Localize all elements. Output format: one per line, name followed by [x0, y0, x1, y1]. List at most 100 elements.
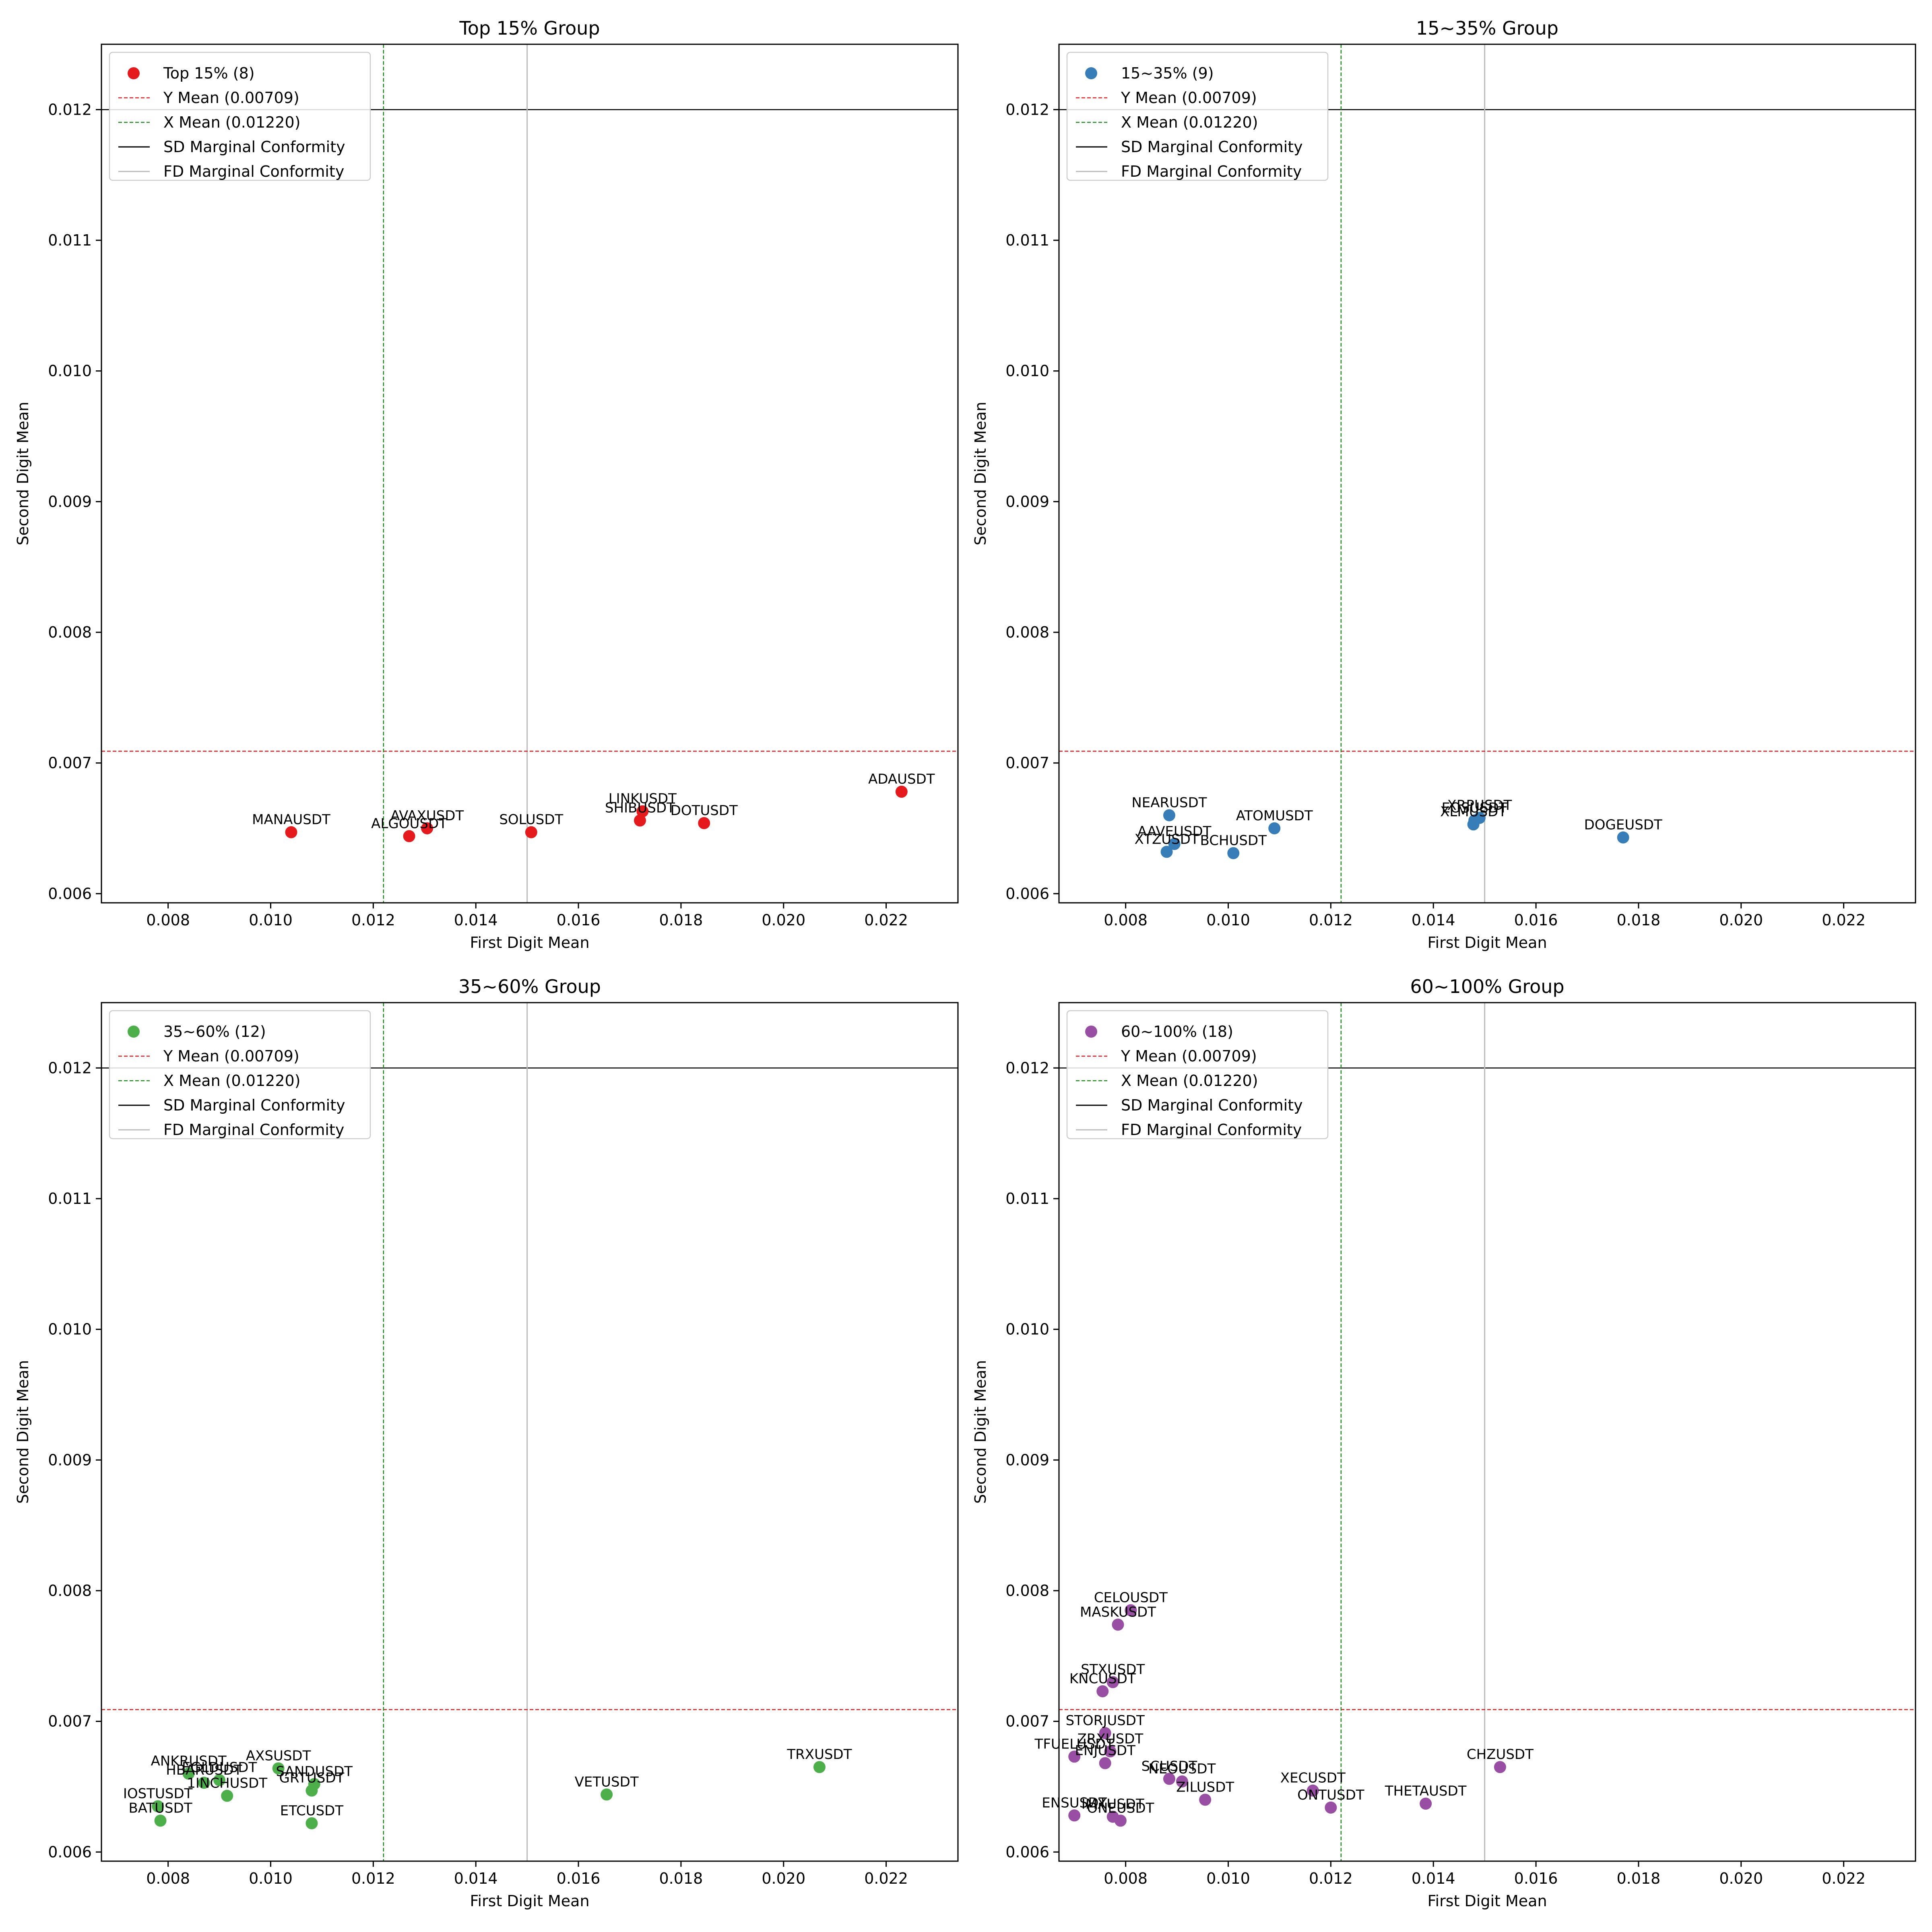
- data-point: [1227, 847, 1240, 859]
- x-tick-label: 0.016: [557, 1870, 601, 1887]
- data-point: [1163, 1773, 1175, 1785]
- x-tick-label: 0.016: [1514, 1870, 1558, 1887]
- x-tick-label: 0.010: [249, 911, 293, 929]
- legend-entry-label: Y Mean (0.00709): [1121, 1047, 1257, 1065]
- x-tick-label: 0.016: [1514, 911, 1558, 929]
- y-tick-label: 0.008: [1005, 623, 1049, 641]
- legend-entry-label: Top 15% (8): [163, 64, 255, 82]
- subplot-title: 35~60% Group: [458, 976, 601, 997]
- x-tick-label: 0.010: [249, 1870, 293, 1887]
- y-axis-label: Second Digit Mean: [972, 1360, 989, 1504]
- data-point: [308, 1778, 320, 1790]
- x-tick-label: 0.018: [659, 911, 703, 929]
- data-point: [1106, 1676, 1119, 1688]
- point-label: KNCUSDT: [1069, 1671, 1136, 1687]
- legend-box: [1066, 52, 1329, 181]
- data-point: [813, 1761, 826, 1773]
- data-point: [213, 1774, 226, 1786]
- x-tick-label: 0.020: [762, 1870, 805, 1887]
- data-point: [182, 1767, 195, 1780]
- point-label: TFUELUSDT: [1034, 1736, 1115, 1752]
- axes-frame: [101, 1002, 959, 1862]
- point-label: AVAXUSDT: [390, 808, 464, 824]
- legend-box: [1066, 1010, 1329, 1139]
- legend-entry-label: 35~60% (12): [163, 1023, 266, 1040]
- point-label: CELOUSDT: [1094, 1590, 1168, 1606]
- x-tick-label: 0.020: [1719, 1870, 1763, 1887]
- point-label: SCUSDT: [1141, 1758, 1197, 1774]
- y-tick-label: 0.012: [1005, 101, 1049, 118]
- data-point: [305, 1817, 318, 1829]
- point-label: ZRXUSDT: [1077, 1731, 1144, 1747]
- scatter-points: [152, 1761, 826, 1829]
- legend-entry-label: 15~35% (9): [1121, 64, 1214, 82]
- y-tick-label: 0.006: [48, 885, 92, 902]
- y-axis-label: Second Digit Mean: [14, 1360, 32, 1504]
- y-tick-label: 0.006: [48, 1843, 92, 1861]
- legend-marker: [1085, 67, 1097, 79]
- x-tick-label: 0.008: [1104, 911, 1148, 929]
- legend-box: [109, 52, 371, 181]
- data-point: [1467, 818, 1480, 831]
- point-label: DOGEUSDT: [1584, 817, 1662, 833]
- y-tick-label: 0.007: [1005, 754, 1049, 772]
- point-label: DOTUSDT: [671, 803, 738, 819]
- x-tick-label: 0.022: [1822, 911, 1866, 929]
- data-point: [636, 805, 649, 817]
- x-tick-label: 0.008: [146, 911, 190, 929]
- x-tick-label: 0.008: [1104, 1870, 1148, 1887]
- point-label: IOSTUSDT: [123, 1786, 193, 1802]
- legend: Top 15% (8) Y Mean (0.00709) X Mean (0.012…: [109, 52, 371, 181]
- x-axis: 0.008 0.010 0.012 0.014 0.016 0.018 0.020 0.022…: [146, 903, 908, 952]
- scatter-points: [285, 786, 908, 842]
- y-tick-label: 0.006: [1005, 885, 1049, 902]
- point-label: ALGOUSDT: [371, 815, 447, 832]
- y-tick-label: 0.007: [1005, 1713, 1049, 1730]
- data-point: [698, 817, 710, 829]
- point-label: NEARUSDT: [1131, 795, 1207, 811]
- x-axis: 0.008 0.010 0.012 0.014 0.016 0.018 0.020 0.022…: [1104, 903, 1866, 952]
- y-axis: 0.006 0.007 0.008 0.009 0.010 0.011 0.012 Secon…: [14, 1059, 101, 1861]
- x-tick-label: 0.018: [1617, 911, 1661, 929]
- data-point: [1617, 831, 1629, 844]
- y-axis-label: Second Digit Mean: [972, 402, 989, 545]
- x-axis-label: First Digit Mean: [470, 934, 589, 952]
- x-tick-label: 0.012: [1309, 1870, 1353, 1887]
- point-label: VETUSDT: [575, 1774, 639, 1790]
- point-label: LINKUSDT: [609, 791, 677, 807]
- x-axis-label: First Digit Mean: [1427, 934, 1547, 952]
- legend-entry-label: SD Marginal Conformity: [1121, 138, 1303, 156]
- point-label: ENSUSDT: [1042, 1795, 1107, 1811]
- y-tick-label: 0.006: [1005, 1843, 1049, 1861]
- x-tick-label: 0.022: [1822, 1870, 1866, 1887]
- x-tick-label: 0.022: [864, 1870, 908, 1887]
- x-tick-label: 0.022: [864, 911, 908, 929]
- data-point: [152, 1800, 164, 1812]
- x-tick-label: 0.014: [1412, 911, 1455, 929]
- legend-marker: [128, 1026, 140, 1038]
- y-axis: 0.006 0.007 0.008 0.009 0.010 0.011 0.012 Secon…: [972, 101, 1059, 902]
- data-point: [1160, 846, 1173, 858]
- point-label: XTZUSDT: [1135, 831, 1199, 847]
- y-tick-label: 0.008: [1005, 1582, 1049, 1600]
- legend-entry-label: FD Marginal Conformity: [1121, 1121, 1302, 1139]
- point-label: BCHUSDT: [1200, 833, 1267, 849]
- data-point: [601, 1788, 613, 1801]
- data-point: [1099, 1727, 1111, 1739]
- data-point: [525, 826, 537, 838]
- legend-entry-label: X Mean (0.01220): [1121, 1072, 1258, 1090]
- point-label: TRXUSDT: [786, 1746, 852, 1763]
- legend: 35~60% (12) Y Mean (0.00709) X Mean (0.012…: [109, 1010, 371, 1139]
- data-point: [1420, 1798, 1432, 1810]
- data-point: [895, 786, 908, 798]
- point-label: XRPUSDT: [1447, 797, 1512, 813]
- legend-entry-label: FD Marginal Conformity: [1121, 163, 1302, 180]
- data-point: [1325, 1801, 1337, 1814]
- point-label: ENJUSDT: [1075, 1743, 1135, 1759]
- data-point: [1099, 1757, 1111, 1769]
- y-tick-label: 0.009: [48, 1451, 92, 1469]
- x-tick-label: 0.018: [659, 1870, 703, 1887]
